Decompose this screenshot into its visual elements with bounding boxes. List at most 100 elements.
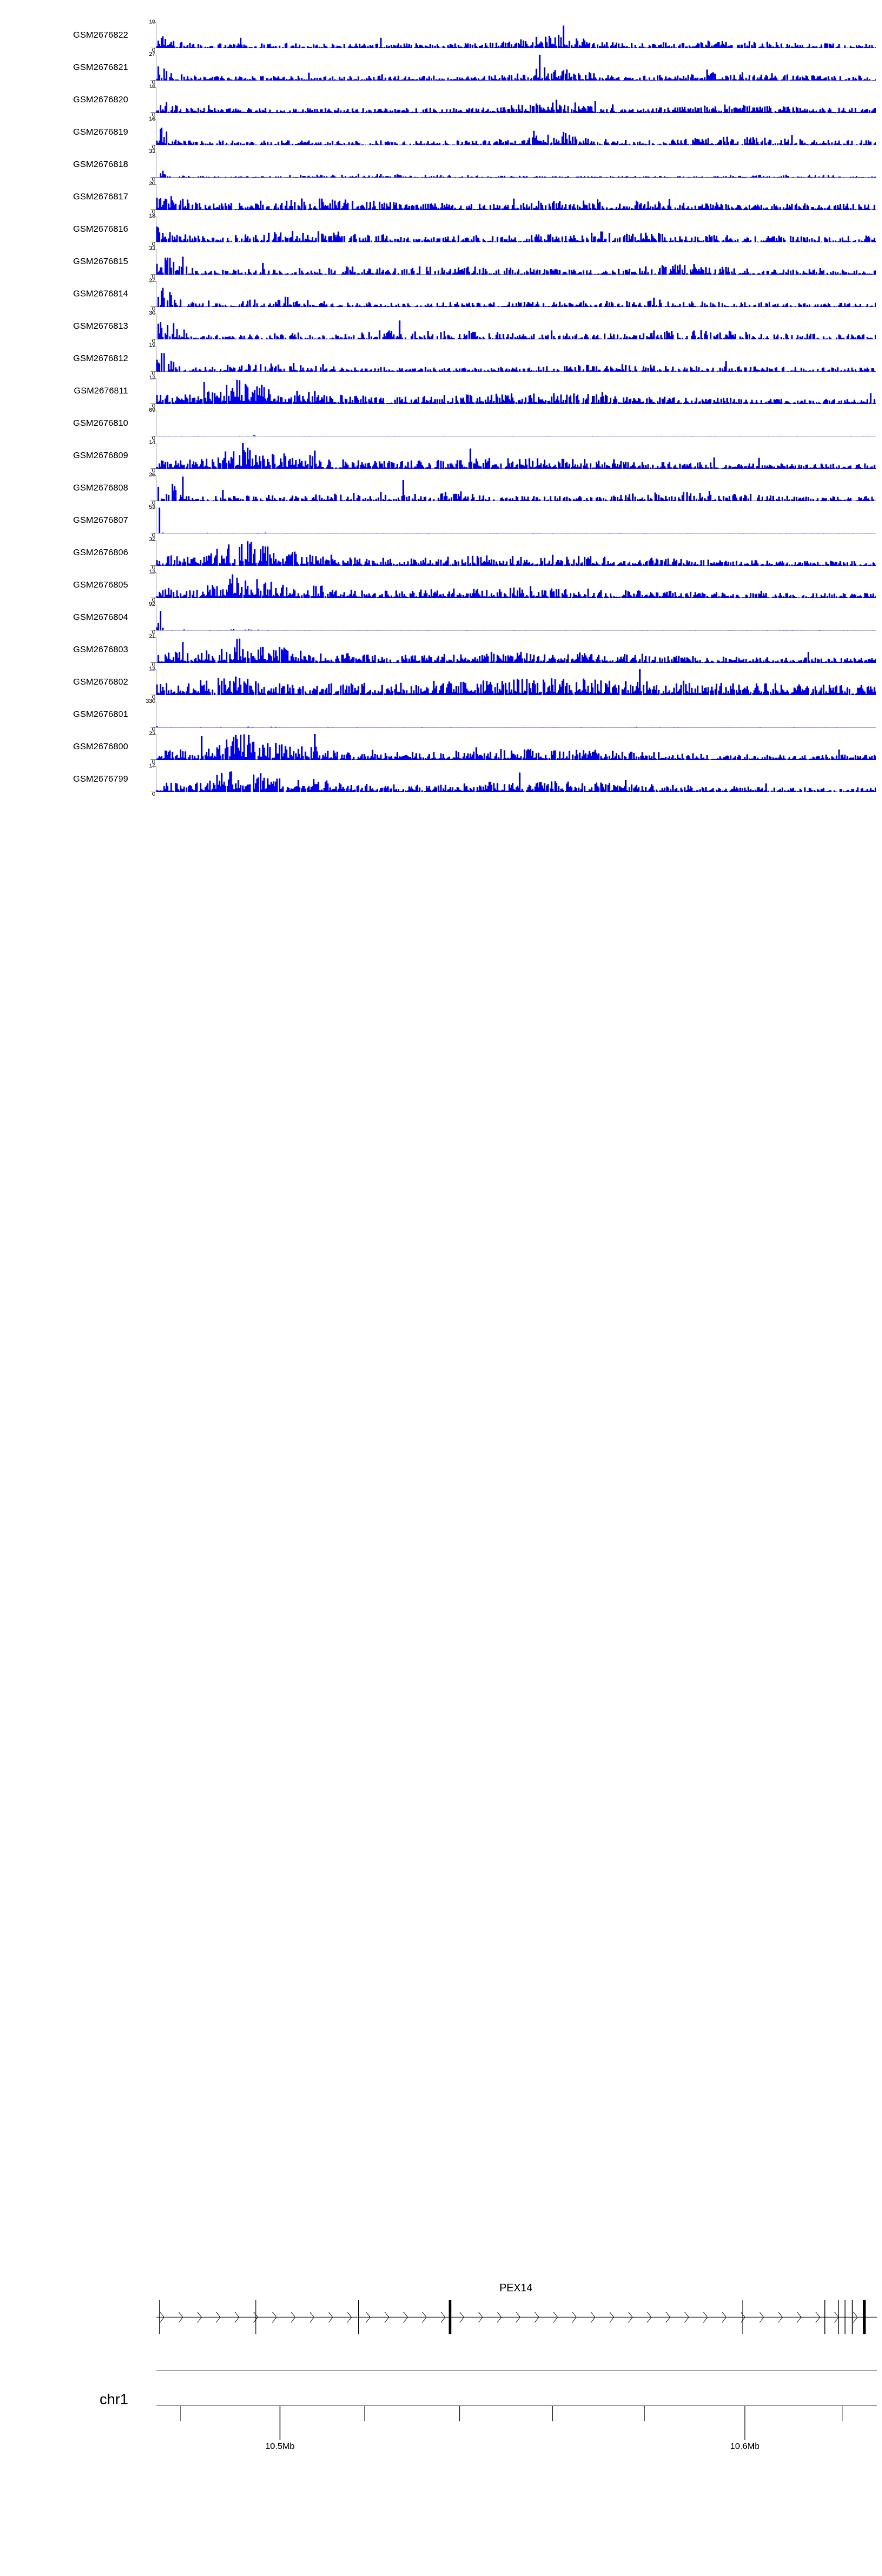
coverage-track[interactable]: GSM2676804 92 0 — [0, 601, 882, 635]
coverage-area — [156, 25, 876, 48]
gene-annotation-track[interactable]: PEX14 — [0, 2282, 882, 2353]
coverage-histogram[interactable] — [156, 572, 876, 598]
gene-exon[interactable] — [863, 2300, 866, 2334]
coverage-track[interactable]: GSM2676800 23 0 — [0, 730, 882, 765]
coverage-track[interactable]: GSM2676813 30 0 — [0, 310, 882, 344]
coverage-track[interactable]: GSM2676809 14 0 — [0, 439, 882, 473]
track-sample-label: GSM2676801 — [73, 709, 128, 719]
coverage-area — [156, 476, 876, 501]
coverage-histogram[interactable] — [156, 540, 876, 566]
coverage-histogram[interactable] — [156, 637, 876, 663]
y-axis-min-value: 0 — [152, 499, 155, 506]
gene-strand-arrow-icon — [628, 2311, 633, 2323]
coverage-area — [156, 127, 876, 145]
coverage-histogram[interactable] — [156, 702, 876, 728]
track-sample-label: GSM2676814 — [73, 289, 128, 299]
coverage-histogram[interactable] — [156, 346, 876, 372]
coverage-histogram[interactable] — [156, 184, 876, 210]
y-axis-min-value: 0 — [152, 79, 155, 86]
coverage-histogram[interactable] — [156, 249, 876, 275]
track-sample-label: GSM2676807 — [73, 515, 128, 525]
coverage-histogram[interactable] — [156, 22, 876, 48]
gene-strand-arrow-icon — [216, 2311, 221, 2323]
gene-strand-arrow-icon — [553, 2311, 558, 2323]
coverage-track[interactable]: GSM2676811 12 0 — [0, 375, 882, 409]
y-axis-bottom-tick — [151, 759, 156, 760]
track-y-axis-labels: 19 0 — [131, 342, 155, 376]
track-y-axis-labels: 27 0 — [131, 278, 155, 312]
coverage-track[interactable]: GSM2676801 330 0 — [0, 698, 882, 732]
coverage-histogram[interactable] — [156, 411, 876, 436]
coverage-histogram[interactable] — [156, 734, 876, 760]
coverage-track[interactable]: GSM2676810 69 0 — [0, 407, 882, 441]
coverage-histogram[interactable] — [156, 766, 876, 792]
coverage-track[interactable]: GSM2676812 19 0 — [0, 342, 882, 376]
coverage-track[interactable]: GSM2676816 18 0 — [0, 213, 882, 247]
track-y-axis-labels: 20 0 — [131, 181, 155, 215]
gene-exon[interactable] — [844, 2300, 846, 2334]
track-y-axis-labels: 330 0 — [131, 698, 155, 732]
y-axis-min-value: 0 — [152, 111, 155, 118]
gene-exon[interactable] — [255, 2300, 256, 2334]
coverage-histogram[interactable] — [156, 152, 876, 178]
coverage-track[interactable]: GSM2676821 27 0 — [0, 51, 882, 86]
coverage-track[interactable]: GSM2676822 19 0 — [0, 19, 882, 54]
coverage-track[interactable]: GSM2676818 33 0 — [0, 148, 882, 182]
track-sample-label: GSM2676816 — [73, 224, 128, 234]
y-axis-min-value: 0 — [152, 144, 155, 151]
gene-exon[interactable] — [824, 2300, 826, 2334]
y-axis-max-value: 27 — [149, 52, 155, 58]
track-sample-label: GSM2676819 — [73, 127, 128, 137]
coverage-histogram[interactable] — [156, 508, 876, 533]
gene-strand-arrow-icon — [422, 2311, 427, 2323]
gene-exon[interactable] — [358, 2300, 359, 2334]
coverage-track[interactable]: GSM2676820 18 0 — [0, 84, 882, 118]
track-sample-label: GSM2676806 — [73, 548, 128, 558]
y-axis-top-tick — [151, 216, 156, 217]
coverage-histogram[interactable] — [156, 669, 876, 695]
gene-strand-arrow-icon — [721, 2311, 727, 2323]
gene-exon[interactable] — [448, 2300, 452, 2334]
track-sample-label: GSM2676803 — [73, 645, 128, 655]
y-axis-bottom-tick — [151, 500, 156, 501]
coverage-area — [156, 196, 876, 210]
coverage-histogram[interactable] — [156, 475, 876, 501]
y-axis-min-value: 0 — [152, 46, 155, 54]
coverage-track[interactable]: GSM2676805 12 0 — [0, 569, 882, 603]
gene-model-svg[interactable] — [156, 2297, 877, 2338]
coverage-histogram[interactable] — [156, 216, 876, 242]
chromosome-axis-track[interactable]: chr1 10.5Mb 10.6Mb — [0, 2370, 882, 2482]
coordinate-axis-svg[interactable]: 10.5Mb 10.6Mb — [156, 2370, 877, 2479]
coverage-histogram[interactable] — [156, 55, 876, 81]
coverage-histogram[interactable] — [156, 119, 876, 145]
gene-strand-arrow-icon — [759, 2311, 764, 2323]
track-y-axis-labels: 21 0 — [131, 633, 155, 668]
coverage-histogram[interactable] — [156, 313, 876, 339]
coverage-track[interactable]: GSM2676802 12 0 — [0, 666, 882, 700]
coverage-area — [156, 443, 876, 469]
coverage-track[interactable]: GSM2676807 53 0 — [0, 504, 882, 538]
coverage-track[interactable]: GSM2676806 32 0 — [0, 536, 882, 570]
coverage-histogram[interactable] — [156, 443, 876, 469]
coverage-area — [156, 435, 876, 436]
coverage-track[interactable]: GSM2676817 20 0 — [0, 181, 882, 215]
gene-strand-arrow-icon — [178, 2311, 183, 2323]
coverage-histogram[interactable] — [156, 378, 876, 404]
coverage-track[interactable]: GSM2676799 17 0 — [0, 763, 882, 797]
coverage-track[interactable]: GSM2676814 27 0 — [0, 278, 882, 312]
coverage-track[interactable]: GSM2676819 16 0 — [0, 116, 882, 151]
coverage-track[interactable]: GSM2676803 21 0 — [0, 633, 882, 668]
gene-exon[interactable] — [851, 2300, 853, 2334]
coverage-histogram[interactable] — [156, 605, 876, 630]
y-axis-bottom-tick — [151, 371, 156, 372]
gene-strand-arrow-icon — [197, 2311, 202, 2323]
coverage-histogram[interactable] — [156, 281, 876, 307]
gene-exon[interactable] — [159, 2300, 160, 2334]
coverage-track[interactable]: GSM2676815 33 0 — [0, 245, 882, 279]
coverage-track[interactable]: GSM2676808 26 0 — [0, 472, 882, 506]
y-axis-max-value: 53 — [149, 505, 155, 510]
track-y-axis-labels: 12 0 — [131, 666, 155, 700]
gene-strand-arrow-icon — [235, 2311, 239, 2323]
coverage-histogram[interactable] — [156, 87, 876, 113]
